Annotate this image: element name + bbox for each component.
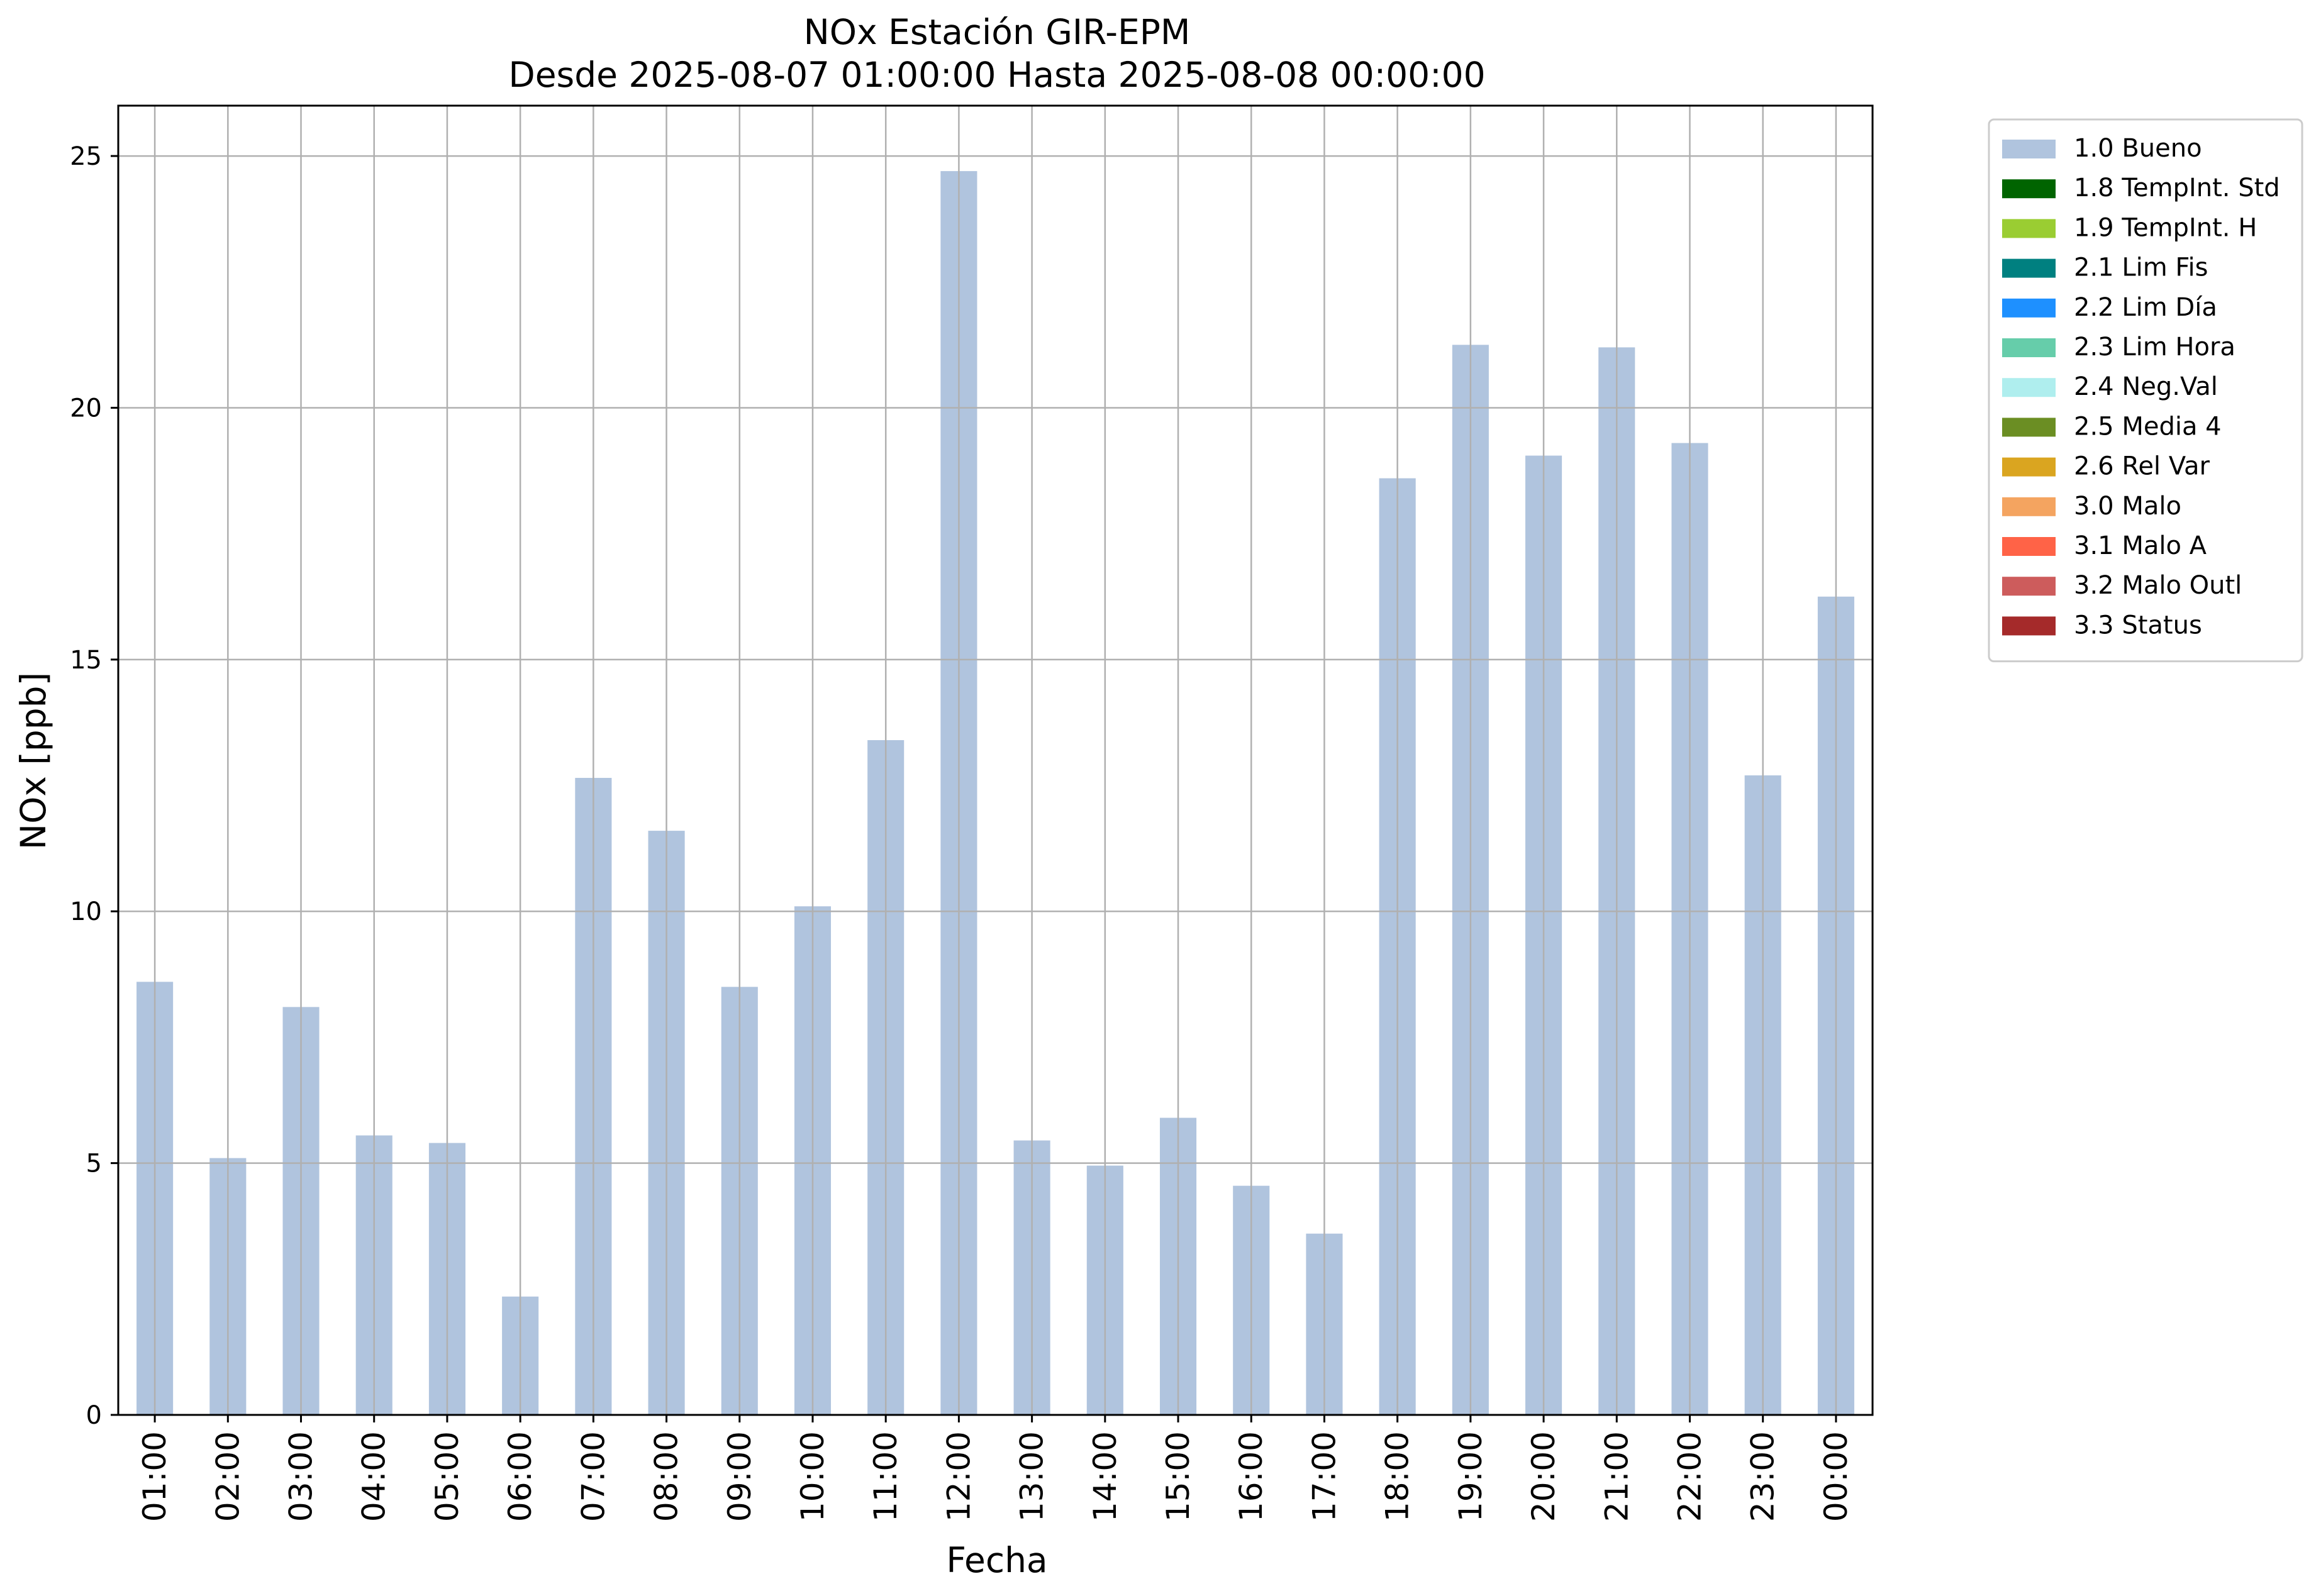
x-tick-label: 20:00 — [1525, 1431, 1562, 1522]
legend-swatch — [2002, 298, 2056, 318]
x-tick-label: 16:00 — [1233, 1431, 1269, 1522]
legend-swatch — [2002, 577, 2056, 596]
legend-label: 2.5 Media 4 — [2074, 412, 2222, 441]
legend-swatch — [2002, 338, 2056, 357]
x-tick-label: 10:00 — [794, 1431, 831, 1522]
legend-label: 1.9 TempInt. H — [2074, 213, 2257, 242]
legend-swatch — [2002, 418, 2056, 437]
x-tick-label: 00:00 — [1818, 1431, 1854, 1522]
x-tick-label: 11:00 — [867, 1431, 904, 1522]
legend-swatch — [2002, 140, 2056, 158]
x-tick-label: 05:00 — [429, 1431, 465, 1522]
x-tick-label: 12:00 — [940, 1431, 977, 1522]
y-ticks: 0 5 10 15 20 25 — [70, 142, 118, 1430]
x-tick-label: 23:00 — [1745, 1431, 1781, 1522]
y-tick-label: 10 — [70, 897, 102, 926]
x-tick-label: 02:00 — [209, 1431, 246, 1522]
chart-subtitle: Desde 2025-08-07 01:00:00 Hasta 2025-08-… — [508, 55, 1485, 95]
legend-swatch — [2002, 258, 2056, 278]
x-axis-label: Fecha — [946, 1540, 1047, 1580]
x-tick-label: 07:00 — [575, 1431, 611, 1522]
y-tick-label: 0 — [86, 1401, 102, 1430]
legend-swatch — [2002, 378, 2056, 397]
legend-label: 2.3 Lim Hora — [2074, 333, 2235, 362]
x-tick-label: 13:00 — [1014, 1431, 1050, 1522]
y-tick-label: 20 — [70, 394, 102, 423]
legend-label: 3.3 Status — [2074, 611, 2202, 640]
x-tick-label: 06:00 — [502, 1431, 538, 1522]
legend-swatch — [2002, 457, 2056, 477]
legend-swatch — [2002, 219, 2056, 238]
y-axis-label: NOx [ppb] — [13, 672, 53, 850]
x-tick-label: 21:00 — [1598, 1431, 1635, 1522]
grid-lines — [118, 106, 1873, 1416]
x-tick-label: 01:00 — [136, 1431, 173, 1522]
legend-label: 2.1 Lim Fis — [2074, 253, 2208, 282]
legend-label: 2.2 Lim Día — [2074, 293, 2217, 322]
legend-label: 2.6 Rel Var — [2074, 452, 2210, 481]
x-tick-label: 19:00 — [1452, 1431, 1489, 1522]
legend-swatch — [2002, 179, 2056, 199]
legend-swatch — [2002, 537, 2056, 556]
y-tick-label: 5 — [86, 1150, 102, 1178]
x-ticks: 01:00 02:00 03:00 04:00 05:00 06:00 07:00 08:00… — [136, 1415, 1854, 1522]
x-tick-label: 15:00 — [1160, 1431, 1196, 1522]
legend: 1.0 Bueno 1.8 TempInt. Std 1.9 TempInt. H 2… — [1988, 118, 2303, 663]
legend-label: 2.4 Neg.Val — [2074, 372, 2218, 401]
x-tick-label: 04:00 — [356, 1431, 392, 1522]
plot-frame — [117, 104, 1874, 1416]
legend-label: 1.0 Bueno — [2074, 134, 2202, 163]
y-tick-label: 25 — [70, 142, 102, 171]
x-tick-label: 14:00 — [1087, 1431, 1123, 1522]
y-tick-label: 15 — [70, 646, 102, 675]
legend-label: 1.8 TempInt. Std — [2074, 174, 2280, 202]
legend-swatch — [2002, 497, 2056, 516]
legend-swatch — [2002, 616, 2056, 636]
legend-label: 3.2 Malo Outl — [2074, 571, 2242, 600]
legend-label: 3.0 Malo — [2074, 492, 2181, 521]
x-tick-label: 03:00 — [283, 1431, 320, 1522]
chart-title: NOx Estación GIR-EPM — [804, 12, 1191, 52]
x-tick-label: 22:00 — [1671, 1431, 1708, 1522]
x-tick-label: 17:00 — [1306, 1431, 1342, 1522]
x-tick-label: 18:00 — [1379, 1431, 1416, 1522]
legend-frame — [1988, 118, 2303, 663]
legend-label: 3.1 Malo A — [2074, 531, 2207, 560]
x-tick-label: 08:00 — [649, 1431, 685, 1522]
x-tick-label: 09:00 — [721, 1431, 758, 1522]
